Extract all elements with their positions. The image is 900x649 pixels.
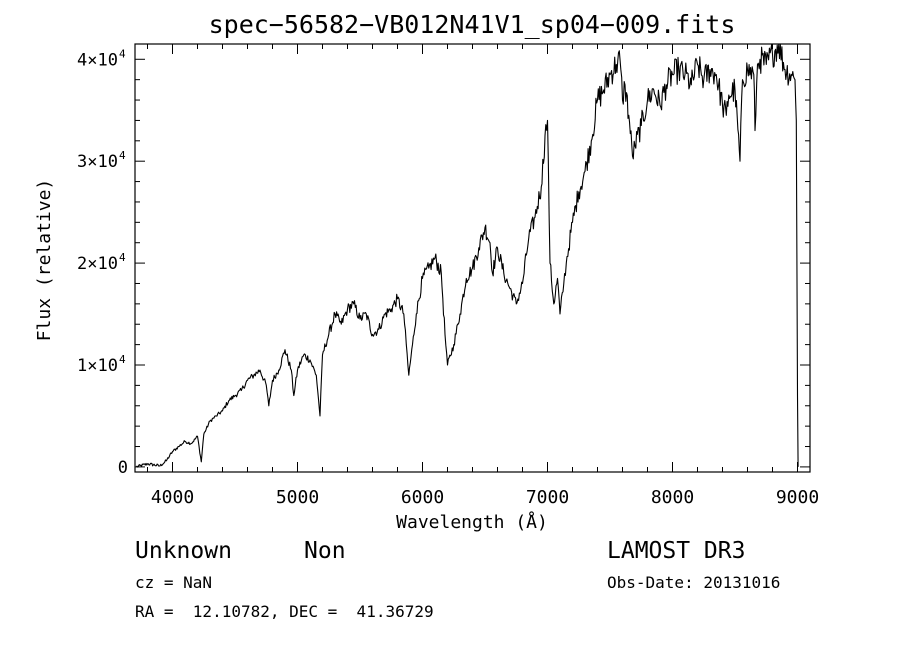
x-tick-label: 6000 [401,487,444,508]
y-tick-exponent: 4 [119,149,126,162]
x-tick-label: 5000 [276,487,319,508]
y-tick-label: 3×10 [77,152,118,172]
y-tick-label: 1×10 [77,356,118,376]
y-tick-exponent: 4 [119,353,126,366]
redshift-cz: cz = NaN [135,573,213,592]
x-axis-label: Wavelength (Å) [396,511,548,533]
object-subclass: Non [304,538,346,564]
y-tick-label: 0 [118,458,128,478]
y-tick-label: 4×10 [77,50,118,70]
y-axis-label: Flux (relative) [34,179,55,342]
x-tick-label: 9000 [776,487,819,508]
y-tick-exponent: 4 [119,251,126,264]
y-tick-label: 2×10 [77,254,118,274]
survey-name: LAMOST DR3 [607,538,746,564]
ra-dec-coordinates: RA = 12.10782, DEC = 41.36729 [135,602,434,621]
plot-frame [134,43,811,473]
chart-title: spec−56582−VB012N41V1_sp04−009.fits [209,10,736,39]
x-tick-label: 4000 [151,487,194,508]
object-class: Unknown [135,538,232,564]
x-tick-label: 7000 [526,487,569,508]
x-tick-label: 8000 [651,487,694,508]
spectrum-line [135,43,799,468]
y-tick-exponent: 4 [119,47,126,60]
observation-date: Obs-Date: 20131016 [607,573,781,592]
